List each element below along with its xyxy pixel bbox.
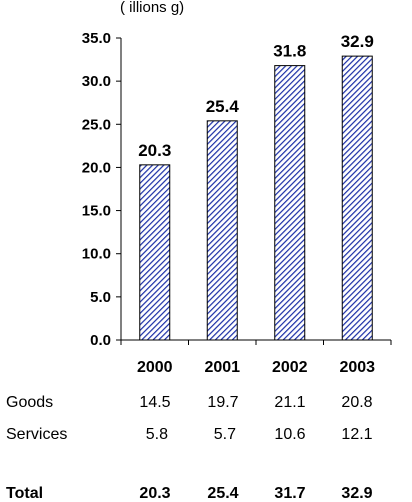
y-tick-label: 15.0 bbox=[82, 203, 111, 220]
x-category-2001: 2001 bbox=[204, 359, 240, 376]
y-tick-label: 30.0 bbox=[82, 73, 111, 90]
services-2003: 12.1 bbox=[341, 426, 372, 443]
y-tick-label: 35.0 bbox=[82, 30, 111, 47]
goods-2002: 21.1 bbox=[274, 394, 305, 411]
data-label-2003: 32.9 bbox=[341, 32, 374, 51]
x-category-2003: 2003 bbox=[339, 359, 375, 376]
bar-2003 bbox=[341, 55, 373, 341]
total-2003: 32.9 bbox=[341, 485, 372, 502]
row-label-goods: Goods bbox=[6, 394, 53, 411]
goods-2001: 19.7 bbox=[207, 394, 238, 411]
y-tick-label: 10.0 bbox=[82, 246, 111, 263]
x-category-2000: 2000 bbox=[137, 359, 173, 376]
services-2001: 5.7 bbox=[214, 426, 236, 443]
y-tick-label: 5.0 bbox=[90, 289, 111, 306]
y-tick-label: 0.0 bbox=[90, 332, 111, 349]
total-2000: 20.3 bbox=[139, 485, 170, 502]
bar-2001 bbox=[206, 120, 238, 341]
data-table: Goods Services Total 14.5 19.7 21.1 20.8… bbox=[6, 394, 373, 502]
row-label-total: Total bbox=[6, 485, 43, 502]
x-categories: 2000 2001 2002 2003 bbox=[137, 359, 375, 376]
services-2000: 5.8 bbox=[146, 426, 168, 443]
total-2002: 31.7 bbox=[274, 485, 305, 502]
data-labels: 20.3 25.4 31.8 32.9 bbox=[138, 32, 374, 160]
bar-2000 bbox=[139, 164, 171, 341]
header-fragment: ( illions g) bbox=[120, 0, 184, 16]
y-tick-label: 20.0 bbox=[82, 159, 111, 176]
data-label-2002: 31.8 bbox=[273, 42, 306, 61]
data-label-2000: 20.3 bbox=[138, 141, 171, 160]
data-label-2001: 25.4 bbox=[206, 97, 240, 116]
services-2002: 10.6 bbox=[274, 426, 305, 443]
row-label-services: Services bbox=[6, 426, 67, 443]
bar-2002 bbox=[274, 65, 306, 341]
bars bbox=[120, 55, 392, 345]
y-ticks: 0.0 5.0 10.0 15.0 20.0 25.0 30.0 35.0 bbox=[82, 30, 121, 349]
y-tick-label: 25.0 bbox=[82, 116, 111, 133]
total-2001: 25.4 bbox=[207, 485, 238, 502]
goods-2000: 14.5 bbox=[139, 394, 170, 411]
goods-2003: 20.8 bbox=[341, 394, 372, 411]
x-category-2002: 2002 bbox=[272, 359, 308, 376]
